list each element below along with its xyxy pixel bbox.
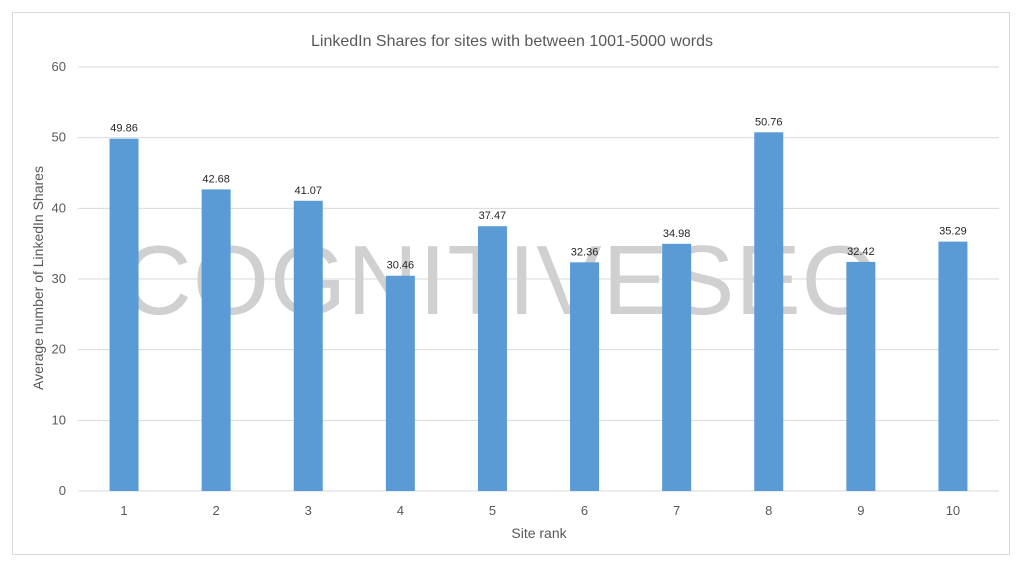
- data-labels: 49.86 42.68 41.07 30.46 37.47 32.36 34.98 50.76…: [110, 116, 966, 271]
- y-tick-label: 30: [52, 271, 66, 286]
- data-label: 41.07: [294, 185, 322, 197]
- x-tick-label: 7: [673, 503, 680, 518]
- data-label: 32.36: [571, 246, 599, 258]
- bar: [662, 243, 692, 491]
- data-label: 42.68: [202, 173, 230, 185]
- data-label: 35.29: [939, 226, 967, 238]
- data-label: 49.86: [110, 123, 138, 135]
- y-tick-label: 10: [52, 412, 66, 427]
- x-tick-label: 1: [120, 503, 127, 518]
- chart-frame: [12, 12, 1010, 555]
- x-tick-label: 2: [213, 503, 220, 518]
- x-tick-label: 9: [857, 503, 864, 518]
- x-tick-label: 5: [489, 503, 496, 518]
- y-tick-label: 60: [52, 59, 66, 74]
- bar: [293, 200, 323, 491]
- x-tick-label: 4: [397, 503, 404, 518]
- y-axis-label: Average number of LinkedIn Shares: [30, 166, 46, 390]
- y-tick-labels: 0 10 20 30 40 50 60: [52, 59, 66, 498]
- bar: [201, 189, 231, 492]
- data-label: 37.47: [479, 210, 507, 222]
- bar: [477, 226, 507, 491]
- y-tick-label: 50: [52, 130, 66, 145]
- x-tick-labels: 1 2 3 4 5 6 7 8 9 10: [120, 503, 960, 518]
- gridlines: [78, 66, 999, 492]
- y-tick-label: 40: [52, 200, 66, 215]
- y-tick-label: 0: [59, 483, 66, 498]
- y-tick-label: 20: [52, 342, 66, 357]
- x-tick-label: 3: [305, 503, 312, 518]
- data-label: 34.98: [663, 228, 691, 240]
- x-axis-label: Site rank: [511, 525, 567, 541]
- chart-title: LinkedIn Shares for sites with between 1…: [311, 33, 713, 50]
- data-label: 30.46: [387, 260, 415, 272]
- x-tick-label: 6: [581, 503, 588, 518]
- bar: [754, 132, 784, 491]
- bar: [938, 241, 968, 491]
- bar: [109, 138, 139, 491]
- x-tick-label: 10: [946, 503, 960, 518]
- bar: [570, 262, 600, 491]
- bar: [385, 275, 415, 491]
- data-label: 50.76: [755, 116, 783, 128]
- x-tick-label: 8: [765, 503, 772, 518]
- bars: [109, 132, 968, 492]
- bar: [846, 261, 876, 491]
- data-label: 32.42: [847, 246, 875, 258]
